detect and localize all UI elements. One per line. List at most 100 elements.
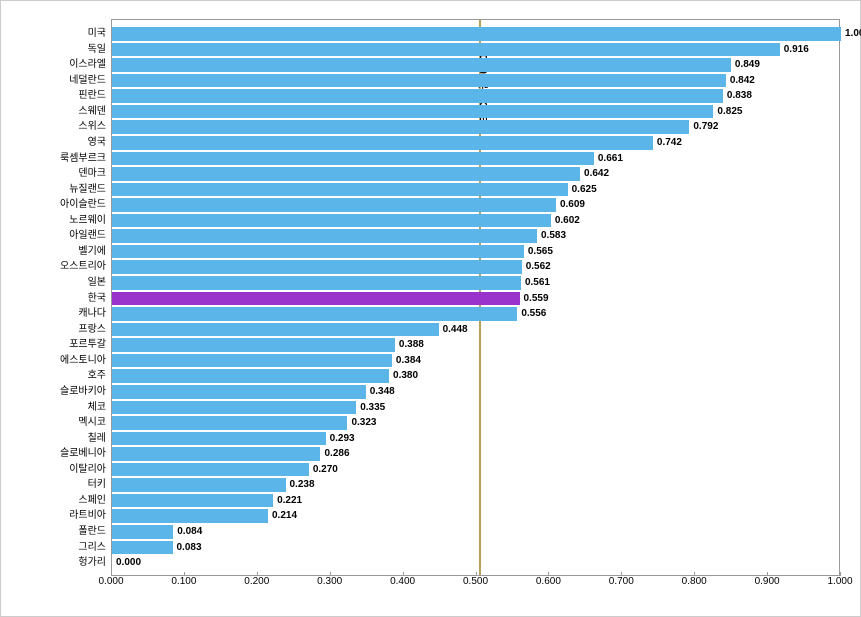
y-axis-label: 체코 [88,400,112,416]
bar-row: 룩셈부르크0.661 [112,151,839,167]
bar [112,478,286,492]
value-label: 0.849 [735,57,760,73]
value-label: 0.214 [272,508,297,524]
bar-row: 터키0.238 [112,477,839,493]
bar [112,369,389,383]
bar-row: 폴란드0.084 [112,524,839,540]
bar [112,432,326,446]
bar-row: 캐나다0.556 [112,306,839,322]
y-axis-label: 칠레 [88,431,112,447]
bar [112,58,731,72]
value-label: 0.916 [784,42,809,58]
value-label: 0.388 [399,337,424,353]
value-label: 0.323 [351,415,376,431]
x-tick-label: 0.100 [171,576,196,587]
bar-row: 아일랜드0.583 [112,228,839,244]
x-tick-label: 0.400 [390,576,415,587]
bar-row: 이스라엘0.849 [112,57,839,73]
bar-row: 미국1.000 [112,26,839,42]
x-tick-label: 0.600 [536,576,561,587]
bar-row: 멕시코0.323 [112,415,839,431]
bar-row: 포르투갈0.388 [112,337,839,353]
value-label: 0.742 [657,135,682,151]
bar [112,167,580,181]
y-axis-label: 아일랜드 [69,228,112,244]
chart-container: OECD 평균: 0.504 미국1.000독일0.916이스라엘0.849네덜… [0,0,861,617]
bar-row: 아이슬란드0.609 [112,197,839,213]
y-axis-label: 일본 [88,275,112,291]
bar [112,276,521,290]
bar [112,338,395,352]
y-axis-label: 라트비아 [69,508,112,524]
value-label: 0.562 [526,259,551,275]
bar-row: 라트비아0.214 [112,508,839,524]
value-label: 0.561 [525,275,550,291]
y-axis-label: 미국 [88,26,112,42]
x-tick-label: 0.700 [609,576,634,587]
value-label: 0.825 [717,104,742,120]
value-label: 0.293 [330,431,355,447]
bar [112,541,173,555]
y-axis-label: 뉴질랜드 [69,182,112,198]
bar [112,43,780,57]
y-axis-label: 호주 [88,368,112,384]
bar-row: 네덜란드0.842 [112,73,839,89]
y-axis-label: 슬로베니아 [60,446,112,462]
bar-row: 슬로바키아0.348 [112,384,839,400]
bar [112,416,347,430]
bar [112,105,713,119]
y-axis-label: 핀란드 [78,88,112,104]
value-label: 0.384 [396,353,421,369]
value-label: 0.083 [177,540,202,556]
value-label: 0.335 [360,400,385,416]
value-label: 0.221 [277,493,302,509]
bar [112,292,520,306]
value-label: 0.642 [584,166,609,182]
value-label: 0.238 [290,477,315,493]
bar-row: 벨기에0.565 [112,244,839,260]
y-axis-label: 그리스 [78,540,112,556]
bar [112,260,522,274]
bar-row: 이탈리아0.270 [112,462,839,478]
x-tick-label: 0.200 [244,576,269,587]
bar-row: 프랑스0.448 [112,322,839,338]
bar-row: 체코0.335 [112,400,839,416]
bar [112,447,320,461]
y-axis-label: 오스트리아 [60,259,112,275]
bar [112,74,726,88]
bar [112,463,309,477]
x-axis: 0.0000.1000.2000.3000.4000.5000.6000.700… [111,576,840,596]
bar-row: 호주0.380 [112,368,839,384]
bar-row: 그리스0.083 [112,540,839,556]
value-label: 0.084 [177,524,202,540]
y-axis-label: 포르투갈 [69,337,112,353]
y-axis-label: 아이슬란드 [60,197,112,213]
bar [112,494,273,508]
value-label: 0.838 [727,88,752,104]
value-label: 0.661 [598,151,623,167]
value-label: 0.348 [370,384,395,400]
value-label: 0.602 [555,213,580,229]
bar-row: 오스트리아0.562 [112,259,839,275]
bar [112,509,268,523]
y-axis-label: 프랑스 [78,322,112,338]
bar [112,401,356,415]
bar [112,323,439,337]
value-label: 0.842 [730,73,755,89]
bar [112,214,551,228]
x-tick-label: 0.900 [755,576,780,587]
value-label: 0.286 [324,446,349,462]
bar [112,120,689,134]
bar-row: 한국0.559 [112,291,839,307]
bar [112,229,537,243]
bar-row: 헝가리0.000 [112,555,839,571]
y-axis-label: 영국 [88,135,112,151]
y-axis-label: 폴란드 [78,524,112,540]
y-axis-label: 에스토니아 [60,353,112,369]
plot-area: OECD 평균: 0.504 미국1.000독일0.916이스라엘0.849네덜… [111,19,840,576]
bar [112,89,723,103]
bar-row: 일본0.561 [112,275,839,291]
y-axis-label: 룩셈부르크 [60,151,112,167]
bar-tick-mark [835,28,837,40]
value-label: 0.792 [693,119,718,135]
